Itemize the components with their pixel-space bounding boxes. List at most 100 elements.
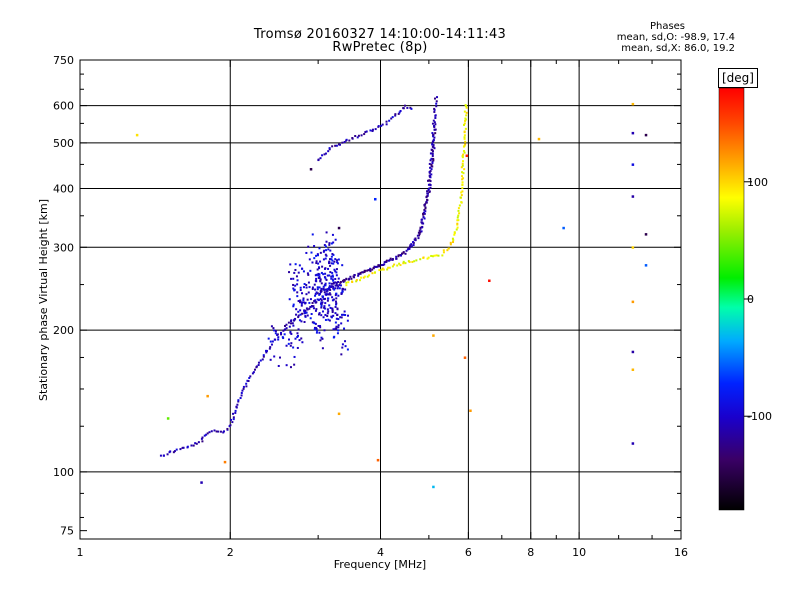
echo-point — [290, 320, 293, 323]
echo-point — [323, 249, 326, 252]
echo-point — [343, 327, 346, 330]
echo-point — [380, 124, 383, 127]
echo-point — [328, 286, 331, 289]
echo-point — [277, 338, 280, 341]
echo-point — [309, 269, 312, 272]
echo-point — [464, 127, 467, 130]
echo-point — [459, 196, 462, 199]
echo-point — [237, 399, 240, 402]
echo-point — [324, 277, 327, 280]
echo-point — [431, 165, 434, 168]
echo-point — [377, 125, 380, 128]
isolated-point — [537, 137, 541, 141]
echo-point — [309, 305, 312, 308]
echo-point — [428, 162, 431, 165]
echo-point — [335, 282, 338, 285]
echo-point — [344, 314, 347, 317]
echo-point — [234, 411, 237, 414]
echo-point — [395, 255, 398, 258]
echo-point — [332, 328, 335, 331]
echo-point — [288, 338, 291, 341]
echo-point — [405, 249, 408, 252]
isolated-point — [432, 334, 435, 337]
echo-point — [419, 227, 422, 230]
echo-point — [313, 300, 316, 303]
echo-point — [321, 310, 324, 313]
echo-point — [322, 285, 325, 288]
echo-point — [301, 267, 304, 270]
echo-point — [186, 445, 189, 448]
echo-point — [344, 288, 347, 291]
echo-point — [316, 286, 319, 289]
echo-point — [432, 159, 435, 162]
echo-point — [217, 430, 220, 433]
echo-point — [337, 318, 340, 321]
echo-point — [330, 316, 333, 319]
echo-point — [292, 324, 295, 327]
echo-point — [331, 309, 334, 312]
echo-point — [229, 424, 232, 427]
echo-point — [345, 278, 348, 281]
echo-point — [318, 273, 321, 276]
echo-point — [268, 347, 271, 350]
echo-point — [380, 268, 383, 271]
echo-point — [322, 258, 325, 261]
echo-point — [406, 106, 409, 109]
echo-point — [340, 353, 343, 356]
echo-point — [307, 245, 310, 248]
echo-point — [299, 299, 302, 302]
y-tick-label: 100 — [53, 466, 74, 479]
isolated-point — [166, 417, 170, 420]
isolated-point — [206, 394, 209, 398]
echo-point — [306, 272, 309, 275]
echo-point — [273, 355, 276, 358]
echo-point — [457, 219, 460, 222]
echo-point — [424, 203, 427, 206]
echo-point — [429, 186, 432, 189]
echo-point — [299, 286, 302, 289]
echo-point — [420, 218, 423, 221]
echo-point — [290, 332, 293, 335]
echo-point — [328, 285, 331, 288]
echo-point — [428, 190, 431, 193]
echo-point — [265, 351, 268, 354]
echo-point — [285, 344, 288, 347]
echo-point — [410, 245, 413, 248]
echo-point — [296, 283, 299, 286]
echo-point — [288, 271, 291, 274]
echo-point — [194, 442, 197, 445]
echo-point — [261, 358, 264, 361]
echo-point — [293, 363, 296, 366]
echo-point — [337, 324, 340, 327]
echo-point — [452, 241, 455, 244]
echo-point — [337, 329, 340, 332]
echo-point — [363, 269, 366, 272]
echo-point — [371, 268, 374, 271]
echo-point — [391, 258, 394, 261]
isolated-point — [376, 458, 380, 462]
echo-point — [318, 331, 321, 334]
echo-point — [461, 186, 464, 189]
echo-point — [182, 446, 185, 449]
echo-point — [368, 269, 371, 272]
echo-point — [274, 338, 277, 341]
echo-point — [431, 152, 434, 155]
echo-point — [423, 208, 426, 211]
echo-point — [232, 412, 235, 415]
x-tick-label: 1 — [77, 546, 84, 559]
echo-point — [270, 343, 273, 346]
isolated-point — [337, 226, 341, 230]
colorbar-ticks: 100 0 -100 — [744, 176, 772, 423]
echo-point — [326, 312, 329, 315]
echo-point — [332, 285, 335, 288]
echo-point — [335, 302, 338, 305]
axis-ticks: 1 2 4 6 8 10 16 75 100 200 300 400 500 600 750 — [53, 54, 688, 559]
echo-point — [320, 271, 323, 274]
echo-point — [416, 234, 419, 237]
echo-point — [461, 164, 464, 167]
echo-point — [355, 279, 358, 282]
echo-point — [463, 137, 466, 140]
echo-point — [305, 293, 308, 296]
echo-point — [447, 247, 450, 250]
isolated-point — [432, 485, 435, 489]
